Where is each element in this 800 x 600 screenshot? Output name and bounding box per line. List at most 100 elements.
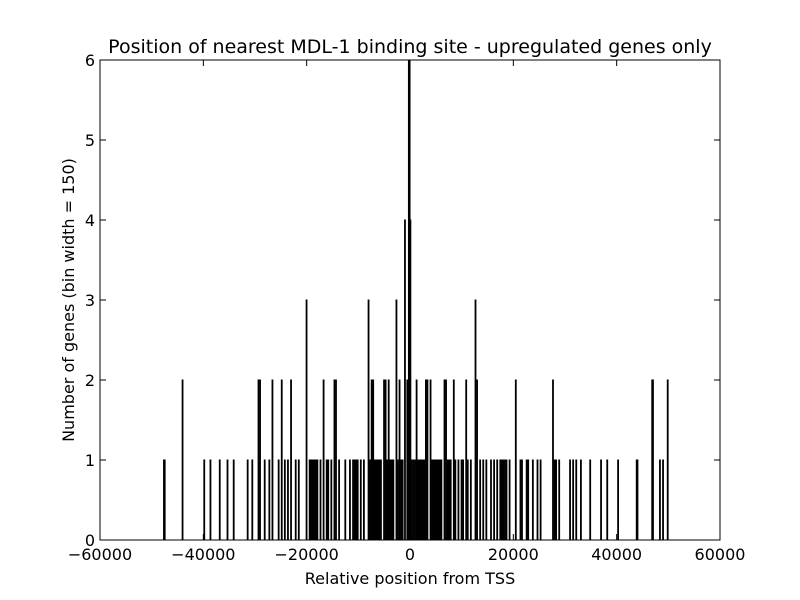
histogram-bar bbox=[390, 459, 393, 541]
histogram-bar bbox=[412, 459, 415, 541]
histogram-bar bbox=[580, 459, 582, 541]
histogram-bar bbox=[277, 459, 280, 541]
histogram-bar bbox=[325, 459, 328, 541]
histogram-bar bbox=[431, 459, 434, 541]
histogram-bar bbox=[406, 379, 409, 541]
histogram-bar bbox=[466, 459, 469, 541]
histogram-bar bbox=[322, 379, 325, 541]
histogram-bar bbox=[479, 459, 482, 541]
histogram-bar bbox=[294, 459, 297, 541]
histogram-bar bbox=[454, 459, 457, 541]
histogram-bar bbox=[539, 459, 542, 541]
histogram-bar bbox=[421, 459, 424, 541]
histogram-bar bbox=[414, 459, 416, 541]
x-tick-label: −20000 bbox=[275, 545, 339, 564]
histogram-bar bbox=[373, 459, 376, 541]
histogram-bar bbox=[435, 459, 438, 541]
histogram-bar bbox=[437, 459, 440, 541]
histogram-bar bbox=[508, 459, 511, 541]
histogram-bar bbox=[257, 379, 260, 541]
histogram-bar bbox=[490, 459, 492, 541]
x-tick-label: 0 bbox=[405, 545, 415, 564]
histogram-bar bbox=[415, 379, 418, 541]
y-tick-label: 4 bbox=[85, 211, 95, 230]
histogram-bar bbox=[493, 459, 496, 541]
histogram-bar bbox=[460, 459, 463, 541]
histogram-bar bbox=[457, 459, 460, 541]
histogram-bar bbox=[659, 459, 661, 541]
histogram-bar bbox=[432, 459, 435, 541]
chart-title: Position of nearest MDL-1 binding site -… bbox=[108, 36, 712, 58]
histogram-bar bbox=[263, 459, 266, 541]
histogram-bar bbox=[499, 459, 502, 541]
histogram-bar bbox=[552, 379, 554, 541]
histogram-bar bbox=[589, 459, 592, 541]
histogram-bar bbox=[372, 379, 375, 541]
histogram-bar bbox=[652, 379, 654, 541]
histogram-bar bbox=[465, 379, 468, 541]
histogram-bar bbox=[163, 459, 166, 541]
histogram-bar bbox=[352, 459, 354, 541]
histogram-bar bbox=[485, 459, 488, 541]
histogram-bar bbox=[558, 459, 561, 541]
histogram-bar bbox=[536, 459, 539, 541]
x-tick-label: −40000 bbox=[171, 545, 235, 564]
histogram-bar bbox=[400, 459, 403, 541]
histogram-bar bbox=[319, 459, 322, 541]
histogram-bar bbox=[363, 459, 365, 541]
histogram-bar bbox=[505, 459, 508, 541]
histogram-bar bbox=[662, 459, 664, 541]
histogram-bar bbox=[426, 379, 429, 541]
histogram-bar bbox=[469, 459, 472, 541]
histogram-bar bbox=[268, 459, 271, 541]
histogram-bar bbox=[418, 459, 421, 541]
histogram-bar bbox=[355, 459, 358, 541]
histogram-bar bbox=[531, 459, 534, 541]
histogram-bar bbox=[314, 459, 317, 541]
histogram-bar bbox=[409, 219, 412, 541]
x-axis-label: Relative position from TSS bbox=[305, 569, 515, 588]
histogram-bar bbox=[482, 459, 485, 541]
histogram-bar bbox=[370, 379, 373, 541]
histogram-bar bbox=[449, 459, 452, 541]
x-tick-label: 20000 bbox=[488, 545, 539, 564]
histogram-bar bbox=[369, 459, 372, 541]
histogram-bar bbox=[504, 459, 506, 541]
histogram-bar bbox=[476, 379, 478, 541]
histogram-bar bbox=[474, 299, 477, 541]
histogram-bar bbox=[496, 459, 499, 541]
histogram-bar bbox=[311, 459, 314, 541]
histogram-bar bbox=[203, 459, 206, 541]
histogram-bar bbox=[521, 459, 523, 541]
histogram-bar bbox=[420, 459, 423, 541]
histogram-bar bbox=[452, 379, 455, 541]
histogram-bar bbox=[569, 459, 571, 541]
histogram-bar bbox=[308, 459, 311, 541]
histogram-bar bbox=[280, 379, 283, 541]
histogram-bar bbox=[572, 459, 575, 541]
histogram-bar bbox=[283, 459, 286, 541]
histogram-bar bbox=[384, 379, 387, 541]
histogram-bar bbox=[500, 459, 503, 541]
y-tick-label: 6 bbox=[85, 51, 95, 70]
histogram-bar bbox=[226, 459, 229, 541]
histogram-bar bbox=[392, 459, 395, 541]
histogram-bar bbox=[395, 299, 398, 541]
histogram-bar bbox=[251, 459, 254, 541]
histogram-bar bbox=[316, 459, 319, 541]
histogram-bar bbox=[553, 459, 556, 541]
histogram-bar bbox=[666, 379, 669, 541]
histogram-bar bbox=[417, 459, 420, 541]
histogram-bar bbox=[310, 459, 313, 541]
y-tick-label: 2 bbox=[85, 371, 95, 390]
histogram-bar bbox=[333, 379, 336, 541]
y-axis-label: Number of genes (bin width = 150) bbox=[59, 158, 78, 442]
histogram-bar bbox=[327, 459, 330, 541]
histogram-bar bbox=[575, 459, 578, 541]
histogram-bar bbox=[367, 299, 370, 541]
histogram-bar bbox=[448, 459, 451, 541]
x-ticks: −60000 −40000 −20000 0 20000 40000 60000 bbox=[68, 60, 745, 564]
histogram-bar bbox=[218, 459, 221, 541]
histogram-bar bbox=[232, 459, 235, 541]
